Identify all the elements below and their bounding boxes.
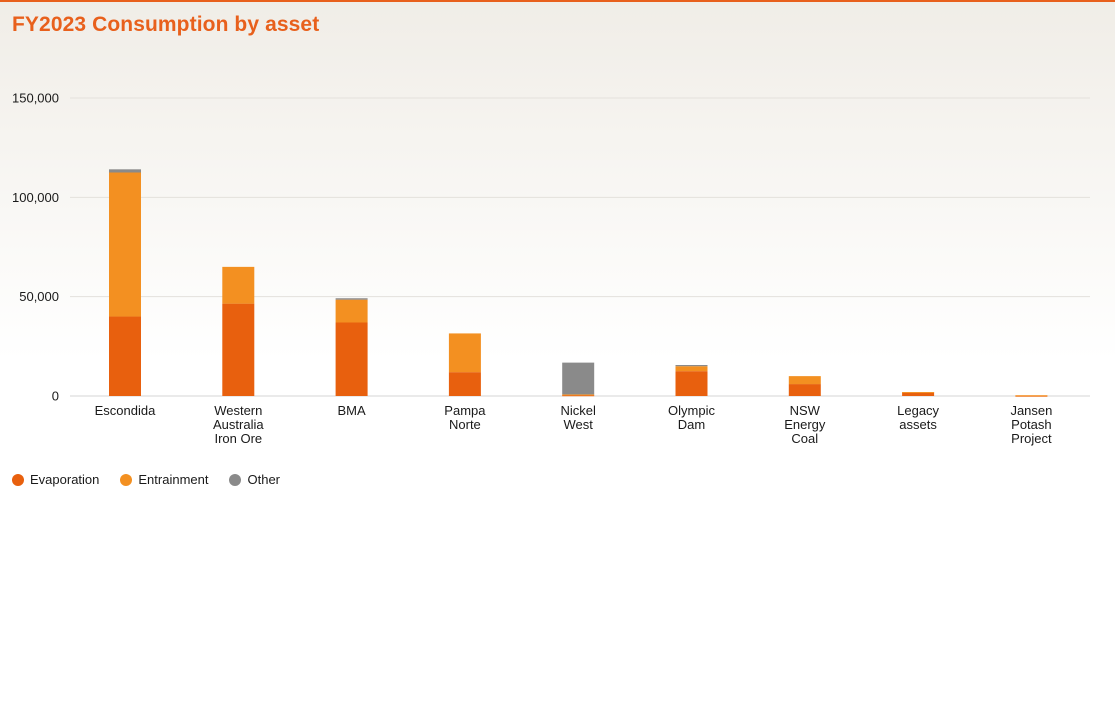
x-tick-label: Legacy assets: [897, 403, 939, 432]
x-tick-label-line: Jansen: [1010, 403, 1052, 418]
x-tick-label: Western Australia Iron Ore: [213, 403, 264, 446]
bar-evaporation-segment: [335, 322, 368, 396]
bar-entrainment-segment: [335, 299, 368, 323]
x-tick-label-line: West: [564, 417, 594, 432]
bar-evaporation-segment: [109, 316, 141, 396]
x-tick-label-line: Legacy: [897, 403, 939, 418]
legend-swatch: [12, 473, 24, 486]
bar-entrainment-segment: [562, 394, 595, 396]
x-tick-label: Olympic Dam: [668, 403, 715, 432]
x-tick-label-line: NSW: [790, 403, 821, 418]
x-tick-label-line: Potash: [1011, 417, 1051, 432]
legend-label: Evaporation: [30, 472, 100, 487]
y-tick-label: 50,000: [19, 289, 59, 304]
x-tick-label-line: Iron Ore: [214, 431, 262, 446]
bar-evaporation-segment: [562, 395, 595, 397]
bar-other-segment: [675, 365, 708, 367]
bar-entrainment-segment: [788, 376, 821, 385]
x-tick-label-line: Coal: [791, 431, 818, 446]
legend-swatch: [229, 473, 242, 486]
bar-entrainment-segment: [1015, 395, 1048, 397]
x-tick-label-line: Western: [214, 403, 262, 418]
legend-item-other[interactable]: Other: [229, 472, 280, 487]
x-tick-label: NSW Energy Coal: [784, 403, 826, 446]
x-tick-label-line: BMA: [338, 403, 367, 418]
chart-legend: Evaporation Entrainment Other: [12, 472, 301, 487]
bar-evaporation-segment: [448, 372, 481, 396]
x-tick-label: Jansen Potash Project: [1010, 403, 1052, 446]
bar-entrainment-segment: [222, 266, 255, 304]
x-tick-label-line: Olympic: [668, 403, 715, 418]
x-tick-label-line: Australia: [213, 417, 264, 432]
x-tick-label-line: Escondida: [95, 403, 156, 418]
x-tick-label-line: Dam: [678, 417, 705, 432]
bar-evaporation-segment: [675, 371, 708, 396]
y-tick-label: 150,000: [12, 91, 59, 106]
x-tick-label-line: Pampa: [444, 403, 486, 418]
legend-label: Entrainment: [138, 472, 209, 487]
chart-title: FY2023 Consumption by asset: [12, 13, 320, 36]
legend-item-evaporation[interactable]: Evaporation: [12, 472, 99, 487]
legend-swatch: [120, 473, 133, 486]
x-tick-label-line: Energy: [784, 417, 826, 432]
x-tick-label: Escondida: [95, 403, 156, 418]
bar-evaporation-segment: [788, 384, 821, 396]
bar-other-segment: [109, 169, 141, 173]
bar-entrainment-segment: [675, 366, 708, 372]
legend-item-entrainment[interactable]: Entrainment: [120, 472, 208, 487]
bar-entrainment-segment: [109, 172, 141, 317]
y-tick-label: 0: [52, 389, 59, 404]
bar-other-segment: [562, 362, 595, 395]
top-accent-rule: [0, 0, 1115, 2]
y-tick-label: 100,000: [12, 190, 59, 205]
x-tick-label-line: Project: [1011, 431, 1052, 446]
bar-other-segment: [335, 298, 368, 300]
x-tick-label-line: assets: [899, 417, 937, 432]
x-tick-label-line: Norte: [449, 417, 481, 432]
x-tick-label: Pampa Norte: [444, 403, 486, 432]
x-tick-label: Nickel West: [560, 403, 596, 432]
bar-evaporation-segment: [222, 303, 255, 396]
bar-evaporation-segment: [902, 392, 935, 396]
stacked-bar-chart: 0 50,000 100,000 150,000 Escondida Western Aus…: [12, 91, 1090, 446]
legend-label: Other: [247, 472, 280, 487]
bar-entrainment-segment: [902, 392, 935, 394]
bar-entrainment-segment: [448, 333, 481, 373]
x-tick-label-line: Nickel: [560, 403, 596, 418]
x-tick-label: BMA: [338, 403, 367, 418]
